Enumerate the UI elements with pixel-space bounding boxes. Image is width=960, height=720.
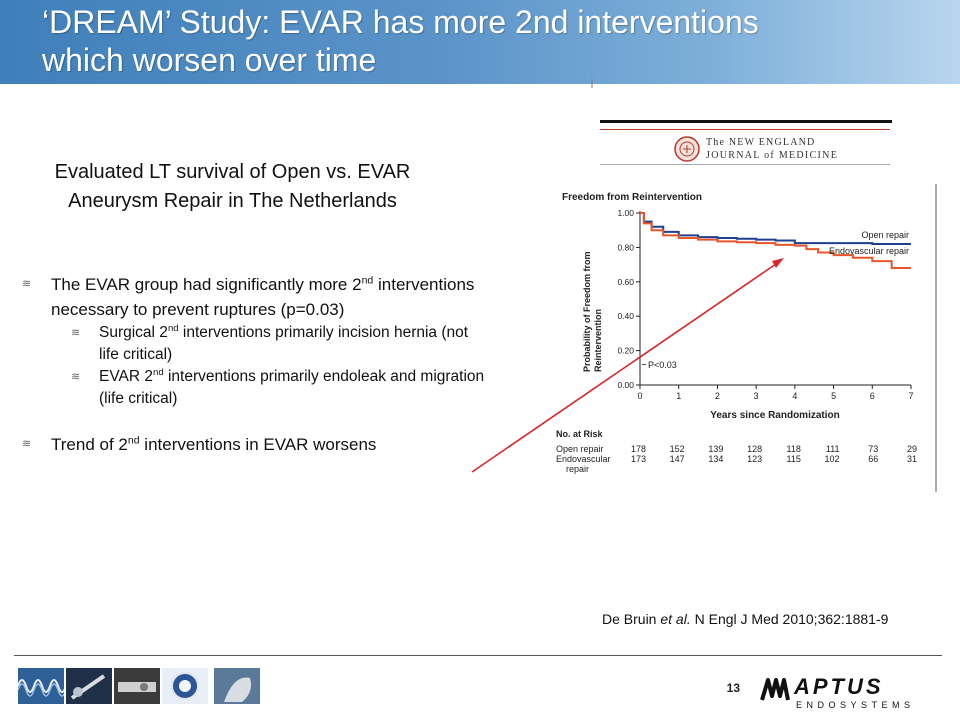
- superscript: nd: [167, 322, 179, 334]
- risk-cell: 73: [868, 444, 878, 454]
- bullet-text: interventions primarily incision hernia …: [99, 324, 469, 363]
- superscript: nd: [361, 274, 374, 287]
- risk-cell: 178: [631, 444, 646, 454]
- superscript: nd: [127, 434, 140, 447]
- y-axis-label-line1: Probability of Freedom from: [582, 251, 592, 372]
- nejm-seal-icon: [674, 136, 700, 162]
- x-tick-label: 4: [792, 391, 797, 401]
- study-summary: Evaluated LT survival of Open vs. EVAR A…: [20, 158, 445, 216]
- aptus-mark-icon: [760, 678, 790, 701]
- series-label: Endovascular repair: [829, 246, 909, 256]
- risk-cell: 128: [747, 444, 762, 454]
- bullet-trend: ≋ Trend of 2nd interventions in EVAR wor…: [22, 432, 492, 457]
- bullet-text: EVAR 2: [99, 368, 153, 385]
- risk-cell: 139: [708, 444, 723, 454]
- sub-bullet-evar: ≋ EVAR 2nd interventions primarily endol…: [71, 366, 492, 410]
- surgical-instrument-image: [66, 668, 112, 704]
- anatomy-image: [214, 668, 260, 704]
- risk-table: No. at Risk Open repair 178 152 139 128 118 111…: [556, 429, 917, 474]
- aptus-tagline: ENDOSYSTEMS: [796, 700, 915, 710]
- bullet-text: Surgical 2: [99, 324, 168, 341]
- freedom-from-reintervention-chart: Freedom from Reintervention Probability …: [556, 184, 937, 492]
- aptus-logo: APTUS ENDOSYSTEMS: [760, 674, 915, 710]
- device-image: [114, 668, 160, 704]
- journal-name-line2: JOURNAL of MEDICINE: [706, 150, 839, 161]
- bullet-list: ≋ The EVAR group had significantly more …: [22, 272, 492, 457]
- citation: De Bruin et al. N Engl J Med 2010;362:18…: [602, 611, 888, 627]
- y-axis-label-line2: Reintervention: [593, 309, 603, 372]
- citation-et-al: et al.: [660, 611, 691, 627]
- risk-cell: 147: [670, 454, 685, 464]
- citation-authors: De Bruin: [602, 611, 661, 627]
- risk-cell: 134: [708, 454, 723, 464]
- bullet-marker: ≋: [22, 438, 32, 450]
- bullet-marker: ≋: [71, 327, 81, 339]
- masthead-red-rule: [600, 129, 890, 130]
- slide-title-line2: which worsen over time: [42, 42, 377, 78]
- bullet-reinterventions: ≋ The EVAR group had significantly more …: [22, 272, 492, 322]
- y-tick-label: 1.00: [617, 208, 634, 218]
- bullet-text: The EVAR group had significantly more 2: [51, 275, 362, 294]
- x-tick-label: 6: [870, 391, 875, 401]
- y-tick-label: 0.60: [617, 277, 634, 287]
- citation-source: N Engl J Med 2010;362:1881-9: [690, 611, 889, 627]
- slide-title-line1: ‘DREAM’ Study: EVAR has more 2nd interve…: [42, 4, 759, 40]
- sub-bullet-surgical: ≋ Surgical 2nd interventions primarily i…: [71, 322, 492, 366]
- journal-masthead: The NEW ENGLAND JOURNAL of MEDICINE: [600, 120, 892, 165]
- x-tick-label: 0: [637, 391, 642, 401]
- bullet-marker: ≋: [71, 371, 81, 383]
- risk-cell: 115: [786, 454, 800, 464]
- superscript: nd: [153, 366, 164, 378]
- slide-title: ‘DREAM’ Study: EVAR has more 2nd interve…: [42, 3, 942, 79]
- wave-pattern-image: [18, 668, 64, 704]
- bullet-text: interventions primarily endoleak and mig…: [99, 368, 485, 407]
- risk-cell: 123: [747, 454, 762, 464]
- x-tick-label: 1: [676, 391, 681, 401]
- study-summary-line1: Evaluated LT survival of Open vs. EVAR: [54, 161, 411, 183]
- stent-graft-image: [162, 668, 208, 704]
- aptus-wordmark: APTUS: [793, 674, 884, 699]
- series-label: Open repair: [861, 230, 909, 240]
- title-banner: ‘DREAM’ Study: EVAR has more 2nd interve…: [0, 0, 960, 84]
- risk-table-header: No. at Risk: [556, 429, 604, 439]
- risk-cell: 31: [907, 454, 917, 464]
- x-axis-label: Years since Randomization: [710, 410, 840, 421]
- y-tick-label: 0.00: [617, 380, 634, 390]
- masthead-rule: [600, 120, 892, 123]
- risk-cell: 173: [631, 454, 646, 464]
- bullet-text: Trend of 2: [51, 435, 128, 454]
- x-tick-label: 5: [831, 391, 836, 401]
- risk-cell: 118: [786, 444, 800, 454]
- risk-cell: 66: [868, 454, 878, 464]
- risk-cell: 152: [670, 444, 685, 454]
- page-number: 13: [726, 681, 740, 695]
- risk-row-label: Open repair: [556, 444, 604, 454]
- x-tick-label: 7: [908, 391, 913, 401]
- study-summary-line2: Aneurysm Repair in The Netherlands: [68, 190, 397, 212]
- journal-name-line1: The NEW ENGLAND: [706, 137, 816, 148]
- x-tick-label: 2: [715, 391, 720, 401]
- chart-title: Freedom from Reintervention: [562, 192, 702, 203]
- risk-row-label-cont: repair: [566, 464, 589, 474]
- bullet-text: interventions necessary to prevent ruptu…: [51, 275, 475, 319]
- risk-cell: 102: [825, 454, 840, 464]
- x-tick-label: 3: [754, 391, 759, 401]
- risk-row-label: Endovascular: [556, 454, 611, 464]
- y-tick-label: 0.20: [617, 346, 634, 356]
- y-tick-label: 0.40: [617, 311, 634, 321]
- bullet-marker: ≋: [22, 278, 32, 290]
- footer-rule: [14, 655, 942, 656]
- risk-cell: 29: [907, 444, 917, 454]
- spacer: [22, 410, 492, 432]
- masthead-bottom-rule: [600, 164, 890, 165]
- y-axis-label: Probability of Freedom from Reinterventi…: [582, 249, 603, 372]
- bullet-text: interventions in EVAR worsens: [139, 435, 377, 454]
- endovascular-repair-series-line: [640, 212, 911, 270]
- y-tick-label: 0.80: [617, 242, 634, 252]
- p-value-annotation: P<0.03: [648, 360, 677, 370]
- plot-area: 0.00 0.20 0.40 0.60 0.80 1.00 0 1 2 3 4 5 6 7 Open rep…: [617, 208, 913, 401]
- risk-cell: 111: [826, 444, 840, 454]
